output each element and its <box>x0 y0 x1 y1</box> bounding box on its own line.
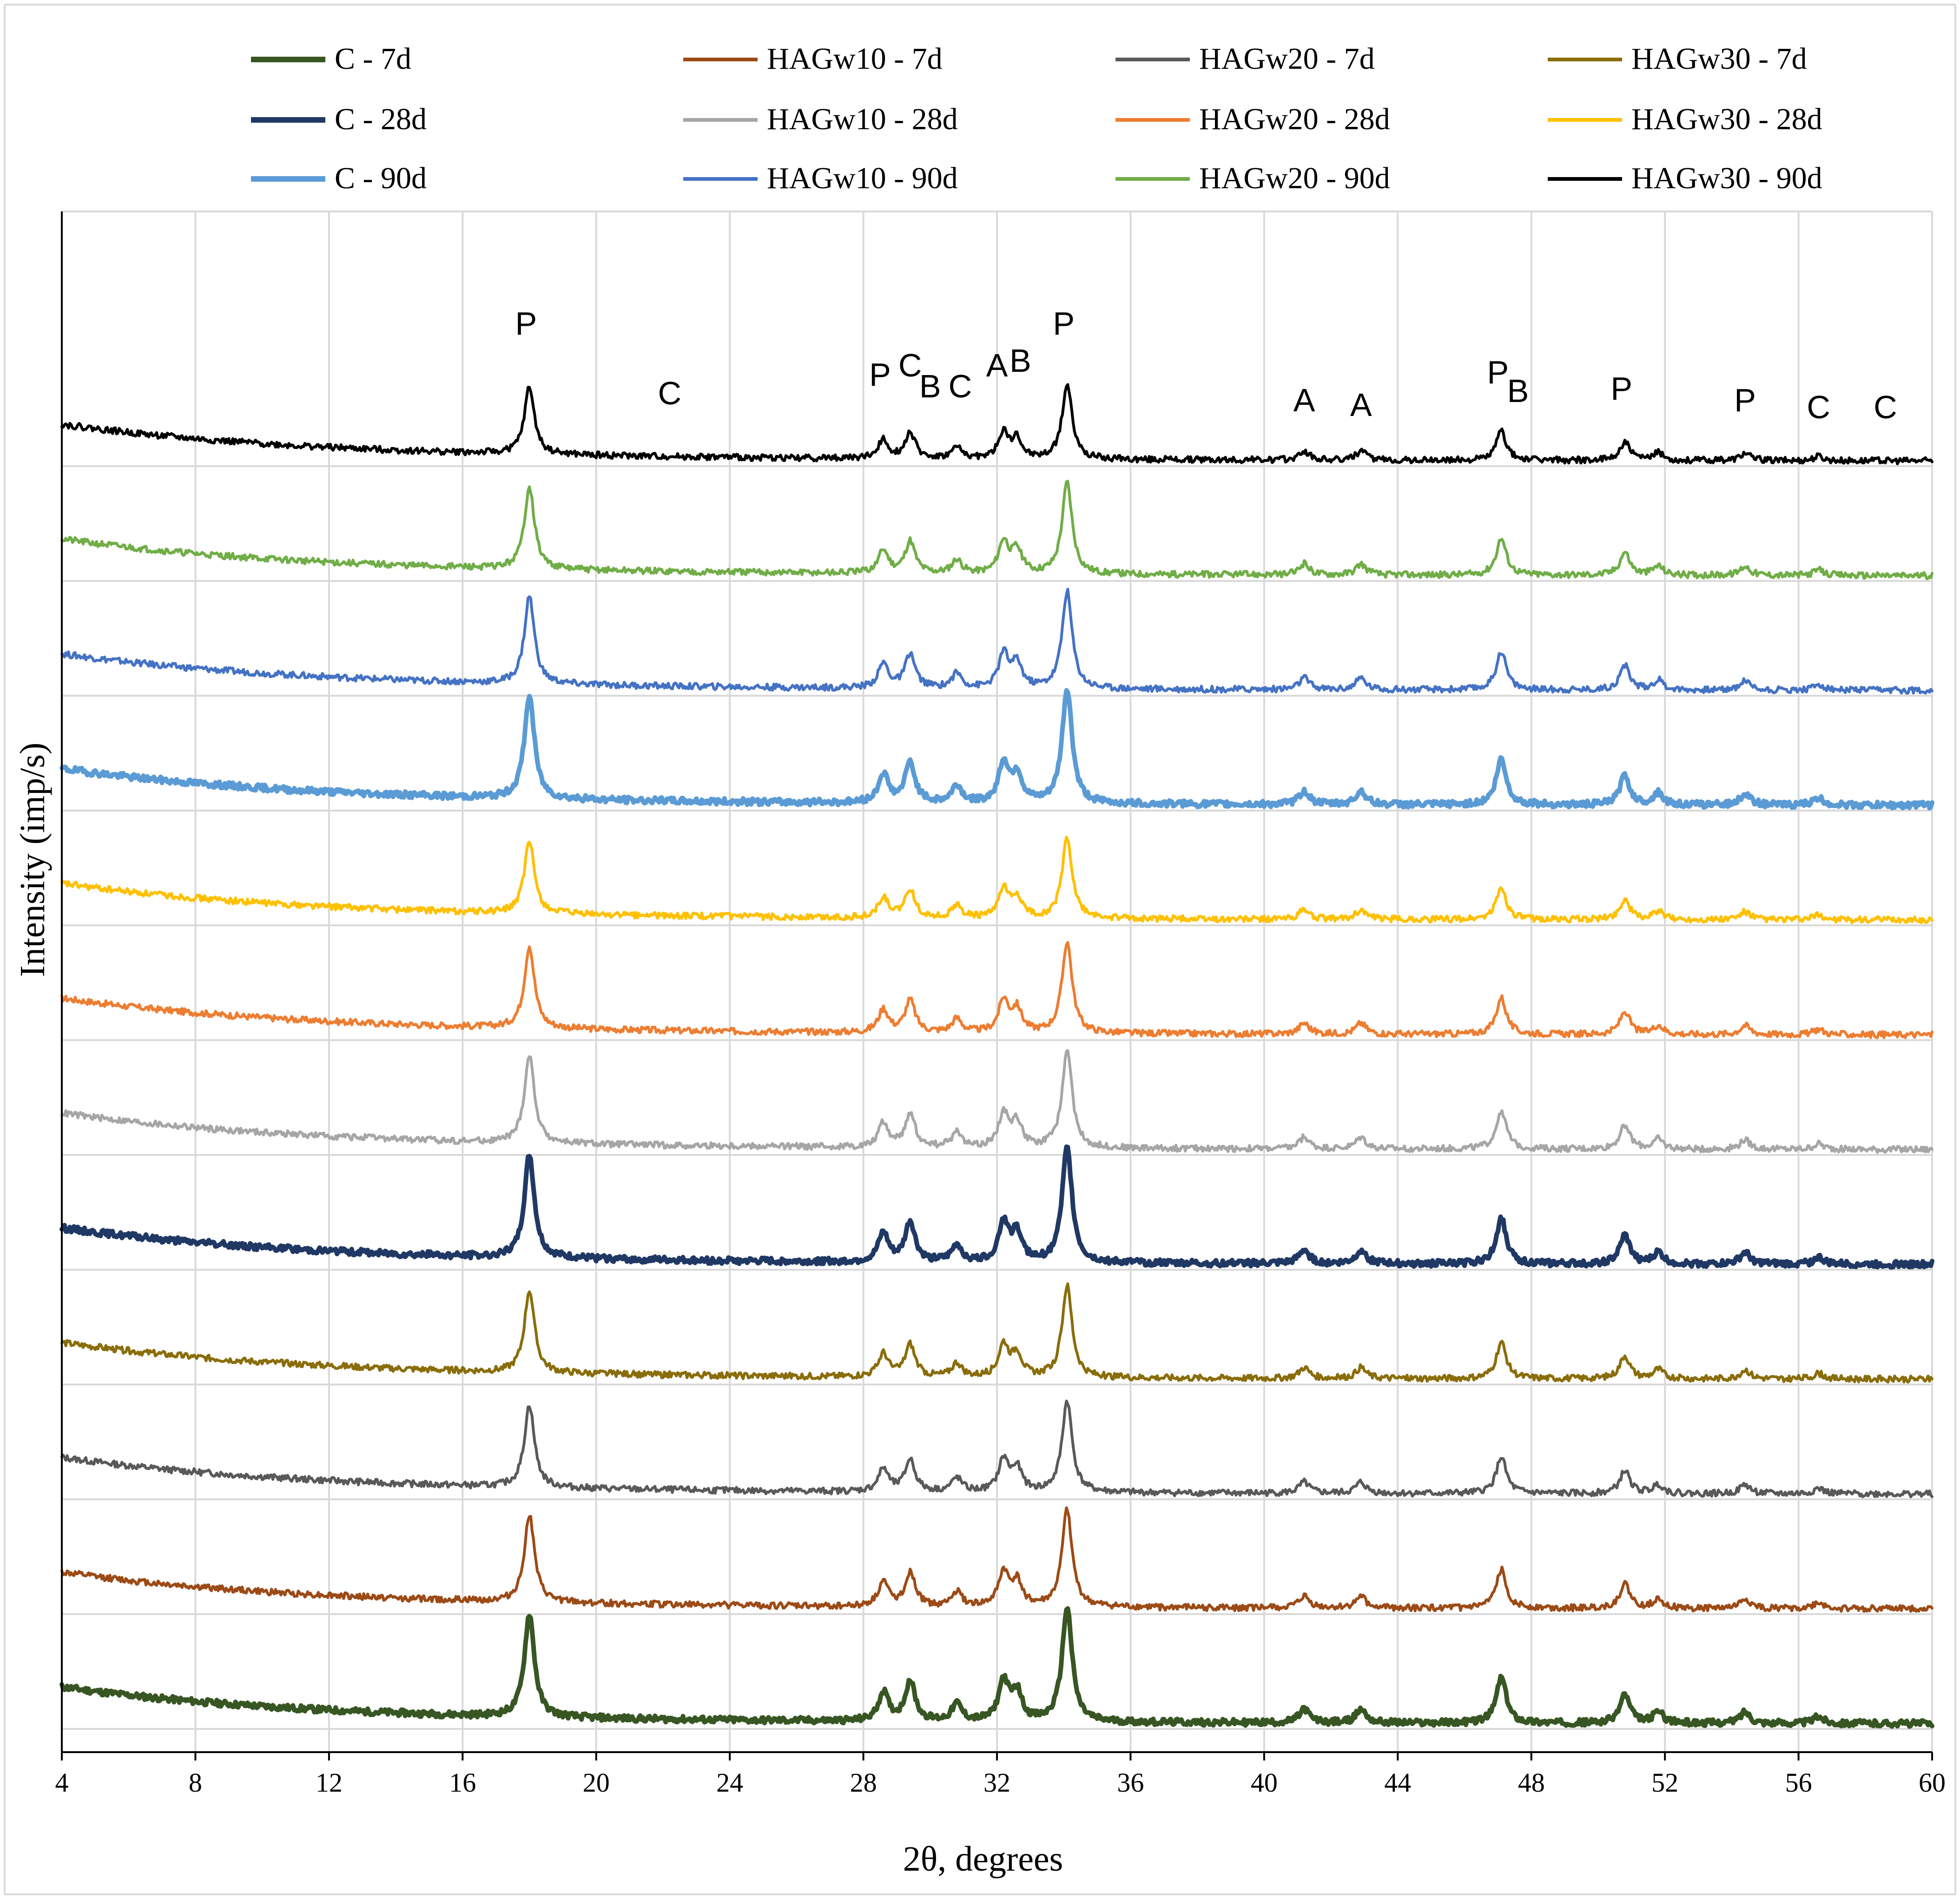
peak-annotation-b-4: B <box>919 368 941 404</box>
legend-label-5: HAGw10 - 28d <box>767 102 958 136</box>
x-tick-label-32: 32 <box>983 1767 1010 1798</box>
x-tick-label-20: 20 <box>583 1767 610 1798</box>
series-line-HAGw20-28d <box>60 941 1934 1039</box>
x-tick-label-12: 12 <box>316 1767 343 1798</box>
x-tick-label-40: 40 <box>1251 1767 1278 1798</box>
peak-annotation-c-1: C <box>658 375 682 411</box>
series-line-HAGw20-7d <box>60 1399 1934 1498</box>
peak-annotation-b-12: B <box>1507 373 1529 409</box>
x-tick-label-52: 52 <box>1651 1767 1678 1798</box>
series-line-C-90d <box>59 688 1934 811</box>
legend-entry-9: HAGw10 - 90d <box>683 161 958 195</box>
legend-label-3: HAGw30 - 7d <box>1631 42 1807 76</box>
peak-annotation-p-13: P <box>1610 370 1632 407</box>
peak-annotation-p-11: P <box>1487 354 1509 390</box>
peak-annotation-p-8: P <box>1053 305 1075 342</box>
legend-entry-10: HAGw20 - 90d <box>1115 161 1390 195</box>
series-line-C-7d <box>59 1606 1934 1729</box>
x-tick-label-8: 8 <box>189 1767 202 1798</box>
peak-annotation-a-6: A <box>986 347 1008 383</box>
legend-label-9: HAGw10 - 90d <box>767 161 958 195</box>
legend-label-0: C - 7d <box>335 42 411 76</box>
x-tick-label-28: 28 <box>850 1767 877 1798</box>
peak-annotation-c-15: C <box>1807 389 1830 425</box>
legend-entry-1: HAGw10 - 7d <box>683 42 943 76</box>
peak-annotation-p-0: P <box>515 305 537 342</box>
x-tick-label-44: 44 <box>1384 1767 1411 1798</box>
legend-label-1: HAGw10 - 7d <box>767 42 943 76</box>
peak-annotation-a-9: A <box>1293 382 1315 418</box>
x-tick-label-56: 56 <box>1785 1767 1812 1798</box>
legend-entry-8: C - 90d <box>251 161 427 195</box>
x-tick-label-16: 16 <box>449 1767 476 1798</box>
legend-label-8: C - 90d <box>335 161 427 195</box>
x-tick-label-48: 48 <box>1518 1767 1545 1798</box>
series-line-HAGw10-90d <box>60 587 1934 695</box>
peak-annotation-c-16: C <box>1874 389 1897 425</box>
x-tick-label-60: 60 <box>1919 1767 1946 1798</box>
peak-annotation-a-10: A <box>1350 387 1372 423</box>
x-tick-label-4: 4 <box>55 1767 69 1798</box>
x-tick-label-24: 24 <box>716 1767 743 1798</box>
legend-entry-2: HAGw20 - 7d <box>1115 42 1375 76</box>
series-line-HAGw30-90d <box>60 383 1934 465</box>
legend-label-6: HAGw20 - 28d <box>1199 102 1390 136</box>
legend-label-2: HAGw20 - 7d <box>1199 42 1375 76</box>
series-line-HAGw10-7d <box>60 1506 1934 1613</box>
peak-annotation-c-5: C <box>949 368 972 404</box>
legend-entry-11: HAGw30 - 90d <box>1548 161 1822 195</box>
legend-label-11: HAGw30 - 90d <box>1631 161 1822 195</box>
series-line-HAGw30-28d <box>60 836 1934 924</box>
series-line-C-28d <box>59 1144 1934 1270</box>
legend-label-10: HAGw20 - 90d <box>1199 161 1390 195</box>
peak-annotation-b-7: B <box>1010 343 1031 379</box>
legend-entry-6: HAGw20 - 28d <box>1115 102 1390 136</box>
legend-entry-4: C - 28d <box>251 102 427 136</box>
x-axis-title: 2θ, degrees <box>903 1840 1063 1879</box>
legend-entry-7: HAGw30 - 28d <box>1548 102 1822 136</box>
legend-label-7: HAGw30 - 28d <box>1631 102 1822 136</box>
series-line-HAGw30-7d <box>60 1282 1934 1384</box>
peak-annotation-p-14: P <box>1734 382 1756 418</box>
series-line-HAGw20-90d <box>60 480 1934 580</box>
peak-annotation-c-3: C <box>898 347 922 383</box>
peak-annotation-p-2: P <box>869 356 891 393</box>
legend-label-4: C - 28d <box>335 102 427 136</box>
legend-entry-0: C - 7d <box>251 42 411 76</box>
x-tick-label-36: 36 <box>1117 1767 1144 1798</box>
legend-entry-3: HAGw30 - 7d <box>1548 42 1807 76</box>
legend-entry-5: HAGw10 - 28d <box>683 102 958 136</box>
series-line-HAGw10-28d <box>60 1049 1934 1154</box>
y-axis-title: Intensity (imp/s) <box>13 743 52 977</box>
